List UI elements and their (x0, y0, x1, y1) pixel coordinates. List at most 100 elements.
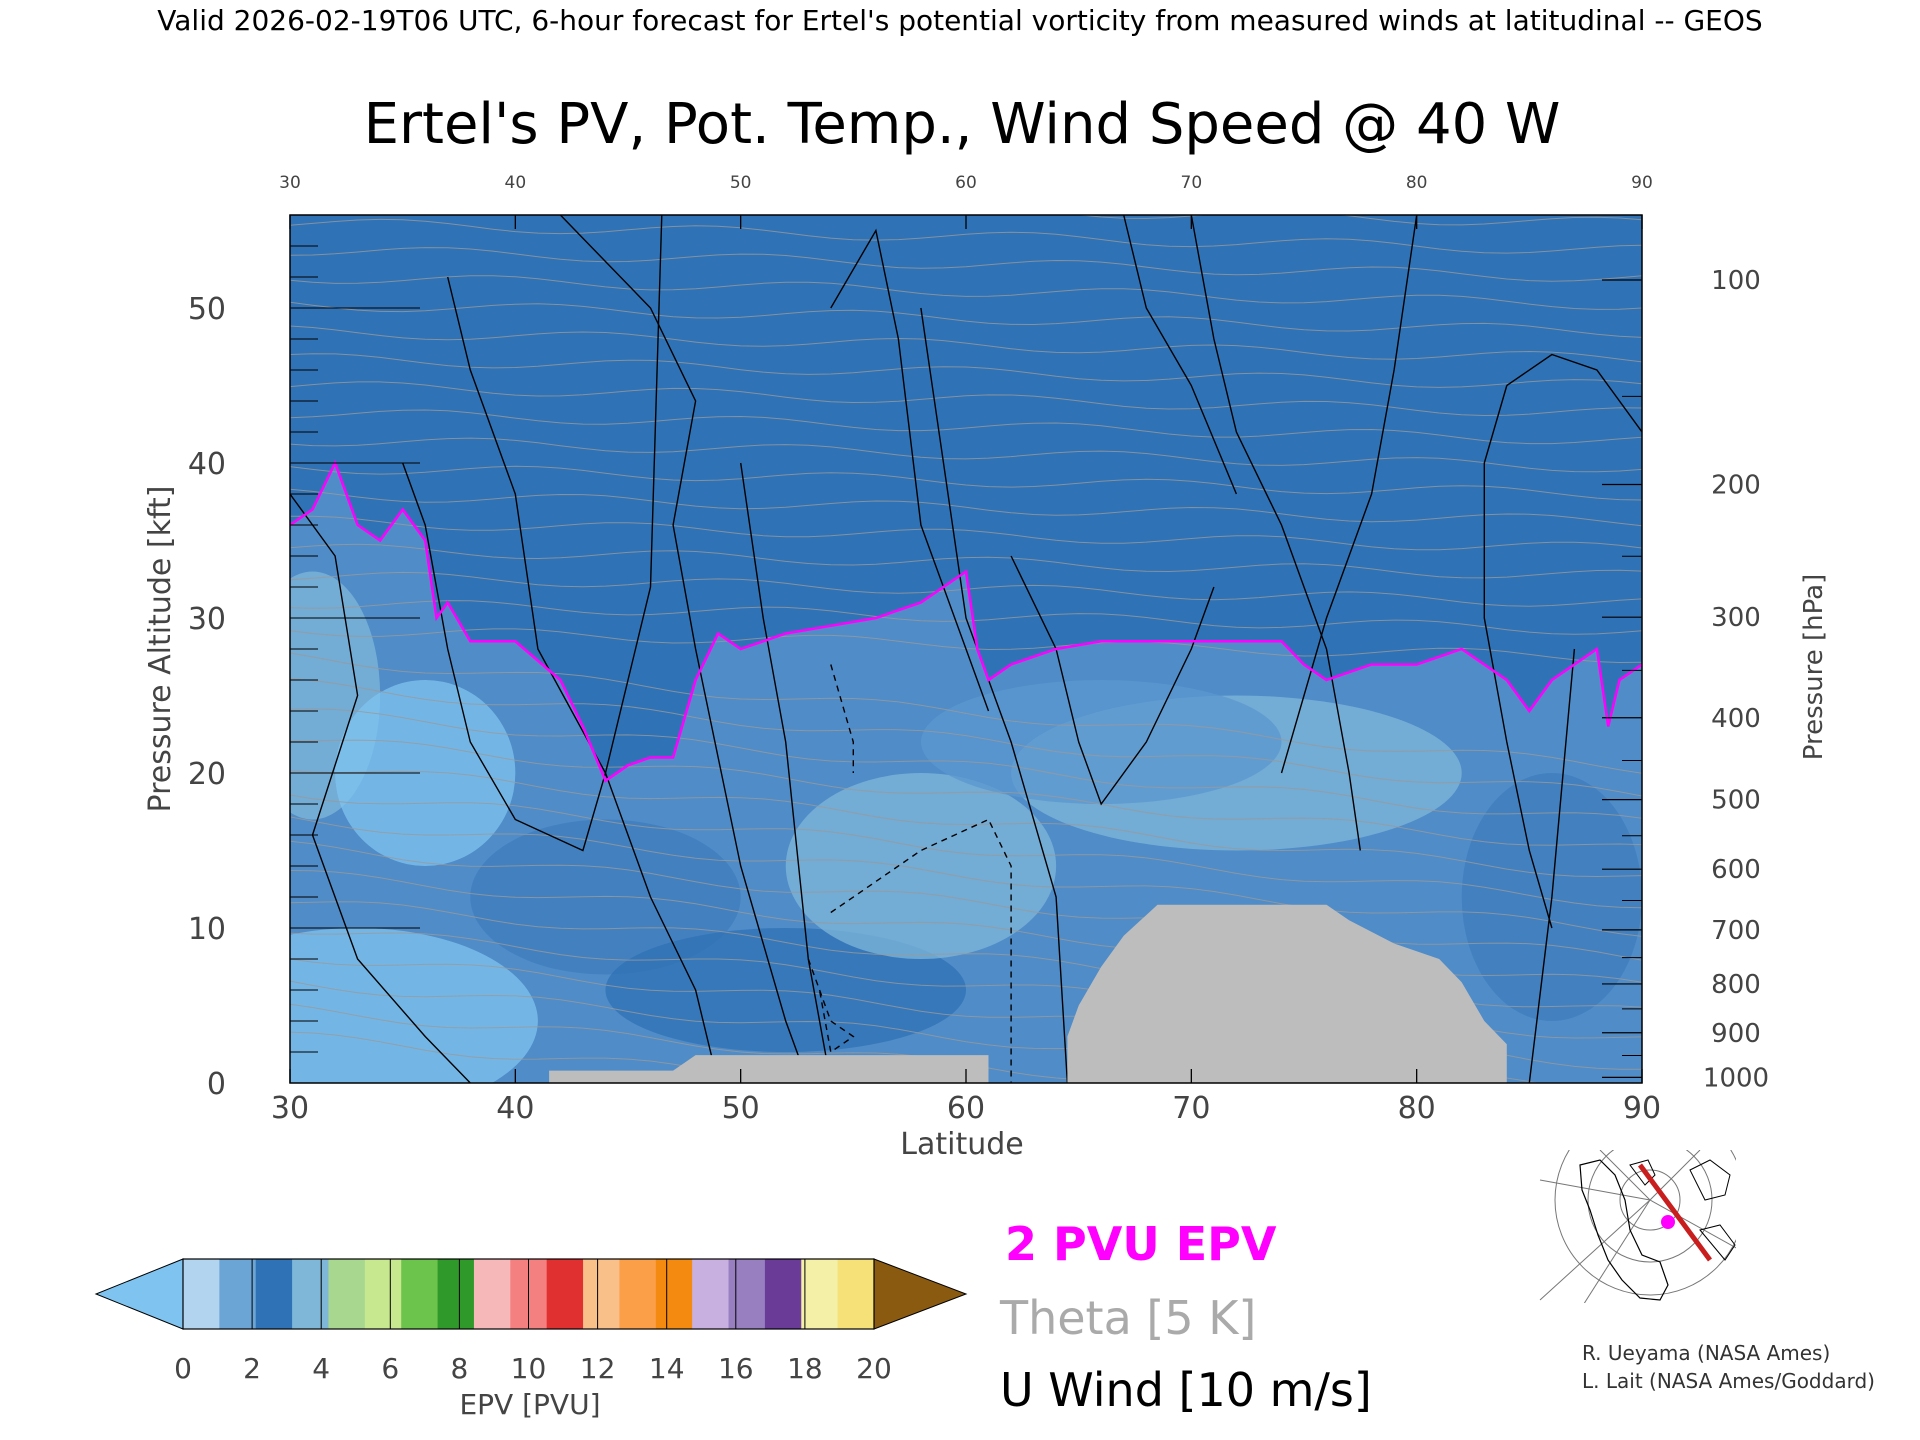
colorbar-swatch (583, 1259, 620, 1329)
pv-patch (470, 819, 741, 975)
colorbar-tick-label: 16 (718, 1352, 754, 1385)
pv-patch (920, 680, 1282, 804)
theta-contour (290, 840, 1642, 961)
x-top-tick-label: 30 (279, 173, 301, 193)
colorbar-swatch (655, 1259, 693, 1329)
x-axis-label: Latitude (900, 1127, 1023, 1162)
x-top-tick-label: 60 (955, 173, 977, 193)
u-wind-contour (447, 276, 719, 1083)
colorbar-high-arrow (873, 1258, 968, 1330)
u-wind-contour (402, 215, 663, 852)
theta-contour (290, 600, 1642, 635)
colorbar-tick-label: 4 (312, 1352, 330, 1385)
colorbar-swatch (728, 1259, 766, 1329)
pressure-tick-label: 300 (1711, 603, 1761, 633)
theta-contour (290, 465, 1642, 501)
theta-contour (290, 275, 1642, 310)
colorbar-swatch (837, 1259, 875, 1329)
x-tick-label: 60 (947, 1091, 985, 1126)
y-axis-label: Pressure Altitude [kft] (143, 486, 178, 813)
theta-contour (290, 543, 1642, 579)
x-tick-label: 90 (1623, 1091, 1661, 1126)
u-wind-contour (1506, 353, 1642, 433)
theta-contour (290, 708, 1642, 819)
u-wind-contours (290, 215, 1642, 1083)
polar-map-icon (1539, 1150, 1736, 1303)
theta-contour (290, 409, 1642, 445)
pressure-tick-label: 600 (1711, 855, 1761, 885)
u-wind-contour (559, 215, 809, 1083)
legend-u-wind: U Wind [10 m/s] (1000, 1363, 1372, 1417)
u-wind-contour (740, 462, 832, 1083)
u-wind-contour (1123, 215, 1238, 495)
u-wind-negative-contour (830, 664, 854, 773)
colorbar-tick-label: 20 (856, 1352, 892, 1385)
x-tick-label: 80 (1398, 1091, 1436, 1126)
y-tick-label: 50 (188, 292, 226, 327)
y2-axis-label: Pressure [hPa] (1799, 574, 1829, 761)
colorbar-tick-label: 8 (450, 1352, 468, 1385)
credit-line-2: L. Lait (NASA Ames/Goddard) (1582, 1369, 1875, 1393)
colorbar-tick-label: 6 (381, 1352, 399, 1385)
pressure-tick-label: 500 (1711, 786, 1761, 816)
theta-contour (290, 301, 1642, 338)
y-tick-label: 40 (188, 447, 226, 482)
u-wind-contour (1280, 215, 1418, 774)
theta-contour (290, 1031, 796, 1083)
legend-theta: Theta [5 K] (999, 1291, 1256, 1345)
x-tick-label: 50 (722, 1091, 760, 1126)
theta-contour (290, 816, 1642, 937)
colorbar-swatch (801, 1259, 839, 1329)
theta-contour (290, 515, 1642, 551)
theta-contour (290, 325, 1642, 363)
theta-contour (290, 739, 1642, 846)
colorbar-title: EPV [PVU] (459, 1388, 600, 1421)
colorbar-swatch (364, 1259, 402, 1329)
colorbar-tick-label: 2 (243, 1352, 261, 1385)
x-top-tick-label: 70 (1181, 173, 1203, 193)
u-wind-contour (1190, 215, 1361, 851)
pressure-tick-label: 800 (1711, 970, 1761, 1000)
credit-line-1: R. Ueyama (NASA Ames) (1582, 1341, 1830, 1365)
y-tick-label: 0 (207, 1067, 226, 1102)
colorbar-tick-label: 0 (174, 1352, 192, 1385)
colorbar-swatch (692, 1259, 730, 1329)
colorbar-swatch (183, 1259, 220, 1329)
x-tick-label: 40 (496, 1091, 534, 1126)
colorbar: 0 2 4 6 8 10 12 14 16 18 20 (94, 1258, 968, 1385)
theta-contour (290, 218, 1642, 254)
theta-contour (290, 678, 1642, 797)
theta-contour (290, 381, 1642, 417)
pressure-tick-label: 900 (1711, 1019, 1761, 1049)
u-wind-negative-contour (830, 818, 1012, 1083)
u-wind-negative-contour (807, 958, 855, 1054)
y-tick-label: 10 (188, 912, 226, 947)
colorbar-tick-label: 12 (580, 1352, 616, 1385)
colorbar-swatch (546, 1259, 584, 1329)
pressure-tick-label: 400 (1711, 704, 1761, 734)
x-tick-label: 30 (271, 1091, 309, 1126)
theta-contour (290, 247, 1642, 282)
theta-contour (290, 770, 1642, 878)
x-top-tick-label: 40 (505, 173, 527, 193)
pv-patch (290, 928, 538, 1083)
pressure-tick-label: 1000 (1703, 1063, 1769, 1093)
colorbar-swatch (764, 1259, 802, 1329)
pressure-tick-label: 200 (1711, 470, 1761, 500)
tropopause-2pvu-line (290, 459, 1642, 783)
colorbar-swatch (401, 1259, 439, 1329)
theta-contour (290, 794, 1642, 909)
u-wind-contour (830, 228, 990, 712)
chart-title: Ertel's PV, Pot. Temp., Wind Speed @ 40 … (364, 92, 1561, 157)
y-tick-label: 20 (188, 757, 226, 792)
theta-contour (290, 571, 1642, 607)
theta-contour (290, 652, 1642, 774)
pressure-tick-label: 100 (1711, 266, 1761, 296)
legend-2pvu: 2 PVU EPV (1005, 1217, 1277, 1271)
colorbar-swatch (219, 1259, 257, 1329)
pv-patch (335, 680, 516, 866)
pv-band (290, 215, 1642, 781)
